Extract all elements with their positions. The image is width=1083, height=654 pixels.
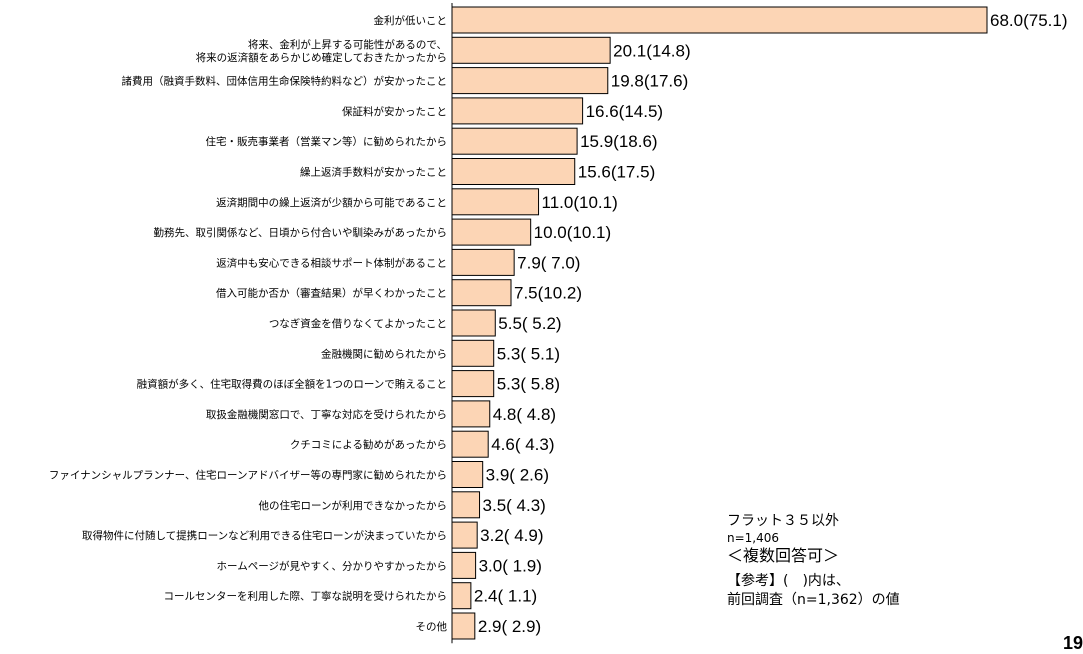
bar <box>451 279 512 307</box>
value-label: 5.5( 5.2) <box>498 314 561 333</box>
bar <box>451 430 489 458</box>
category-label: 繰上返済手数料が安かったこと <box>300 166 447 179</box>
category-label: 金融機関に勧められたから <box>321 347 447 360</box>
bar <box>451 612 476 640</box>
value-label: 3.0( 1.9) <box>479 556 542 575</box>
bar <box>451 6 988 34</box>
value-label: 5.3( 5.8) <box>497 375 560 394</box>
bar <box>451 188 540 216</box>
bar <box>451 67 609 95</box>
category-label: 取扱金融機関窓口で、丁寧な対応を受けられたから <box>206 408 447 421</box>
sample-size: n=1,406 <box>727 531 780 545</box>
value-label: 3.2( 4.9) <box>480 526 543 545</box>
category-label: 返済期間中の繰上返済が少額から可能であること <box>216 196 447 209</box>
category-label: 将来、金利が上昇する可能性があるので、 <box>248 38 447 51</box>
bar <box>451 158 576 185</box>
reference-note-line1: 【参考】( )内は、 <box>727 573 850 589</box>
value-label: 7.9( 7.0) <box>517 253 580 272</box>
value-label: 19.8(17.6) <box>611 72 689 91</box>
value-label: 3.5( 4.3) <box>483 496 546 515</box>
category-label: その他 <box>416 620 448 633</box>
value-label: 15.6(17.5) <box>578 163 656 182</box>
category-label: 金利が低いこと <box>374 14 448 27</box>
chart-notes: フラット３５以外 n=1,406 ＜複数回答可＞ 【参考】( )内は、 前回調査… <box>727 512 900 610</box>
group-label: フラット３５以外 <box>727 513 839 529</box>
bar <box>451 582 472 610</box>
value-label: 16.6(14.5) <box>586 102 664 121</box>
value-label: 7.5(10.2) <box>514 284 582 303</box>
bar <box>451 461 484 488</box>
value-label: 4.6( 4.3) <box>491 435 554 454</box>
page-number: 19 <box>1062 633 1083 653</box>
value-label: 3.9( 2.6) <box>486 466 549 485</box>
category-label: 融資額が多く、住宅取得費のほぼ全額を1つのローンで賄えること <box>137 378 447 391</box>
value-label: 2.9( 2.9) <box>478 617 541 636</box>
category-label: つなぎ資金を借りなくてよかったこと <box>269 317 447 330</box>
category-label: 勤務先、取引関係など、日頃から付合いや馴染みがあったから <box>154 226 447 239</box>
bar <box>451 400 491 428</box>
bar <box>451 36 611 64</box>
bar <box>451 339 495 367</box>
category-label: 諸費用（融資手数料、団体信用生命保険特約料など）が安かったこと <box>122 75 448 88</box>
category-label: 取得物件に付随して提携ローンなど利用できる住宅ローンが決まっていたから <box>82 529 447 542</box>
bar <box>451 491 481 519</box>
category-label: コールセンターを利用した際、丁寧な説明を受けられたから <box>164 590 448 603</box>
reference-note-line2: 前回調査（n=1,362）の値 <box>727 592 900 608</box>
category-label: 将来の返済額をあらかじめ確定しておきたかったから <box>196 51 447 64</box>
bar <box>451 97 584 125</box>
bar <box>451 309 496 337</box>
category-label: ファイナンシャルプランナー、住宅ローンアドバイザー等の専門家に勧められたから <box>49 469 447 482</box>
category-label: 返済中も安心できる相談サポート体制があること <box>216 256 447 269</box>
category-label: クチコミによる勧めがあったから <box>290 438 447 451</box>
value-label: 2.4( 1.1) <box>474 587 537 606</box>
category-label: 他の住宅ローンが利用できなかったから <box>259 499 447 512</box>
value-label: 10.0(10.1) <box>534 223 612 242</box>
category-label: 保証料が安かったこと <box>342 105 447 118</box>
category-label: ホームページが見やすく、分かりやすかったから <box>217 559 447 572</box>
bar <box>451 127 578 155</box>
value-label: 20.1(14.8) <box>613 41 691 60</box>
category-label: 借入可能か否か（審査結果）が早くわかったこと <box>216 287 447 300</box>
multiple-answer-note: ＜複数回答可＞ <box>727 546 840 565</box>
value-label: 15.9(18.6) <box>580 132 658 151</box>
value-label: 68.0(75.1) <box>990 11 1068 30</box>
bar <box>451 551 477 579</box>
bar <box>451 521 478 549</box>
value-label: 5.3( 5.1) <box>497 344 560 363</box>
bar <box>451 248 515 276</box>
value-label: 4.8( 4.8) <box>493 405 556 424</box>
bar <box>451 370 495 398</box>
value-label: 11.0(10.1) <box>542 193 618 212</box>
category-label: 住宅・販売事業者（営業マン等）に勧められたから <box>206 135 448 148</box>
bar <box>451 218 532 246</box>
